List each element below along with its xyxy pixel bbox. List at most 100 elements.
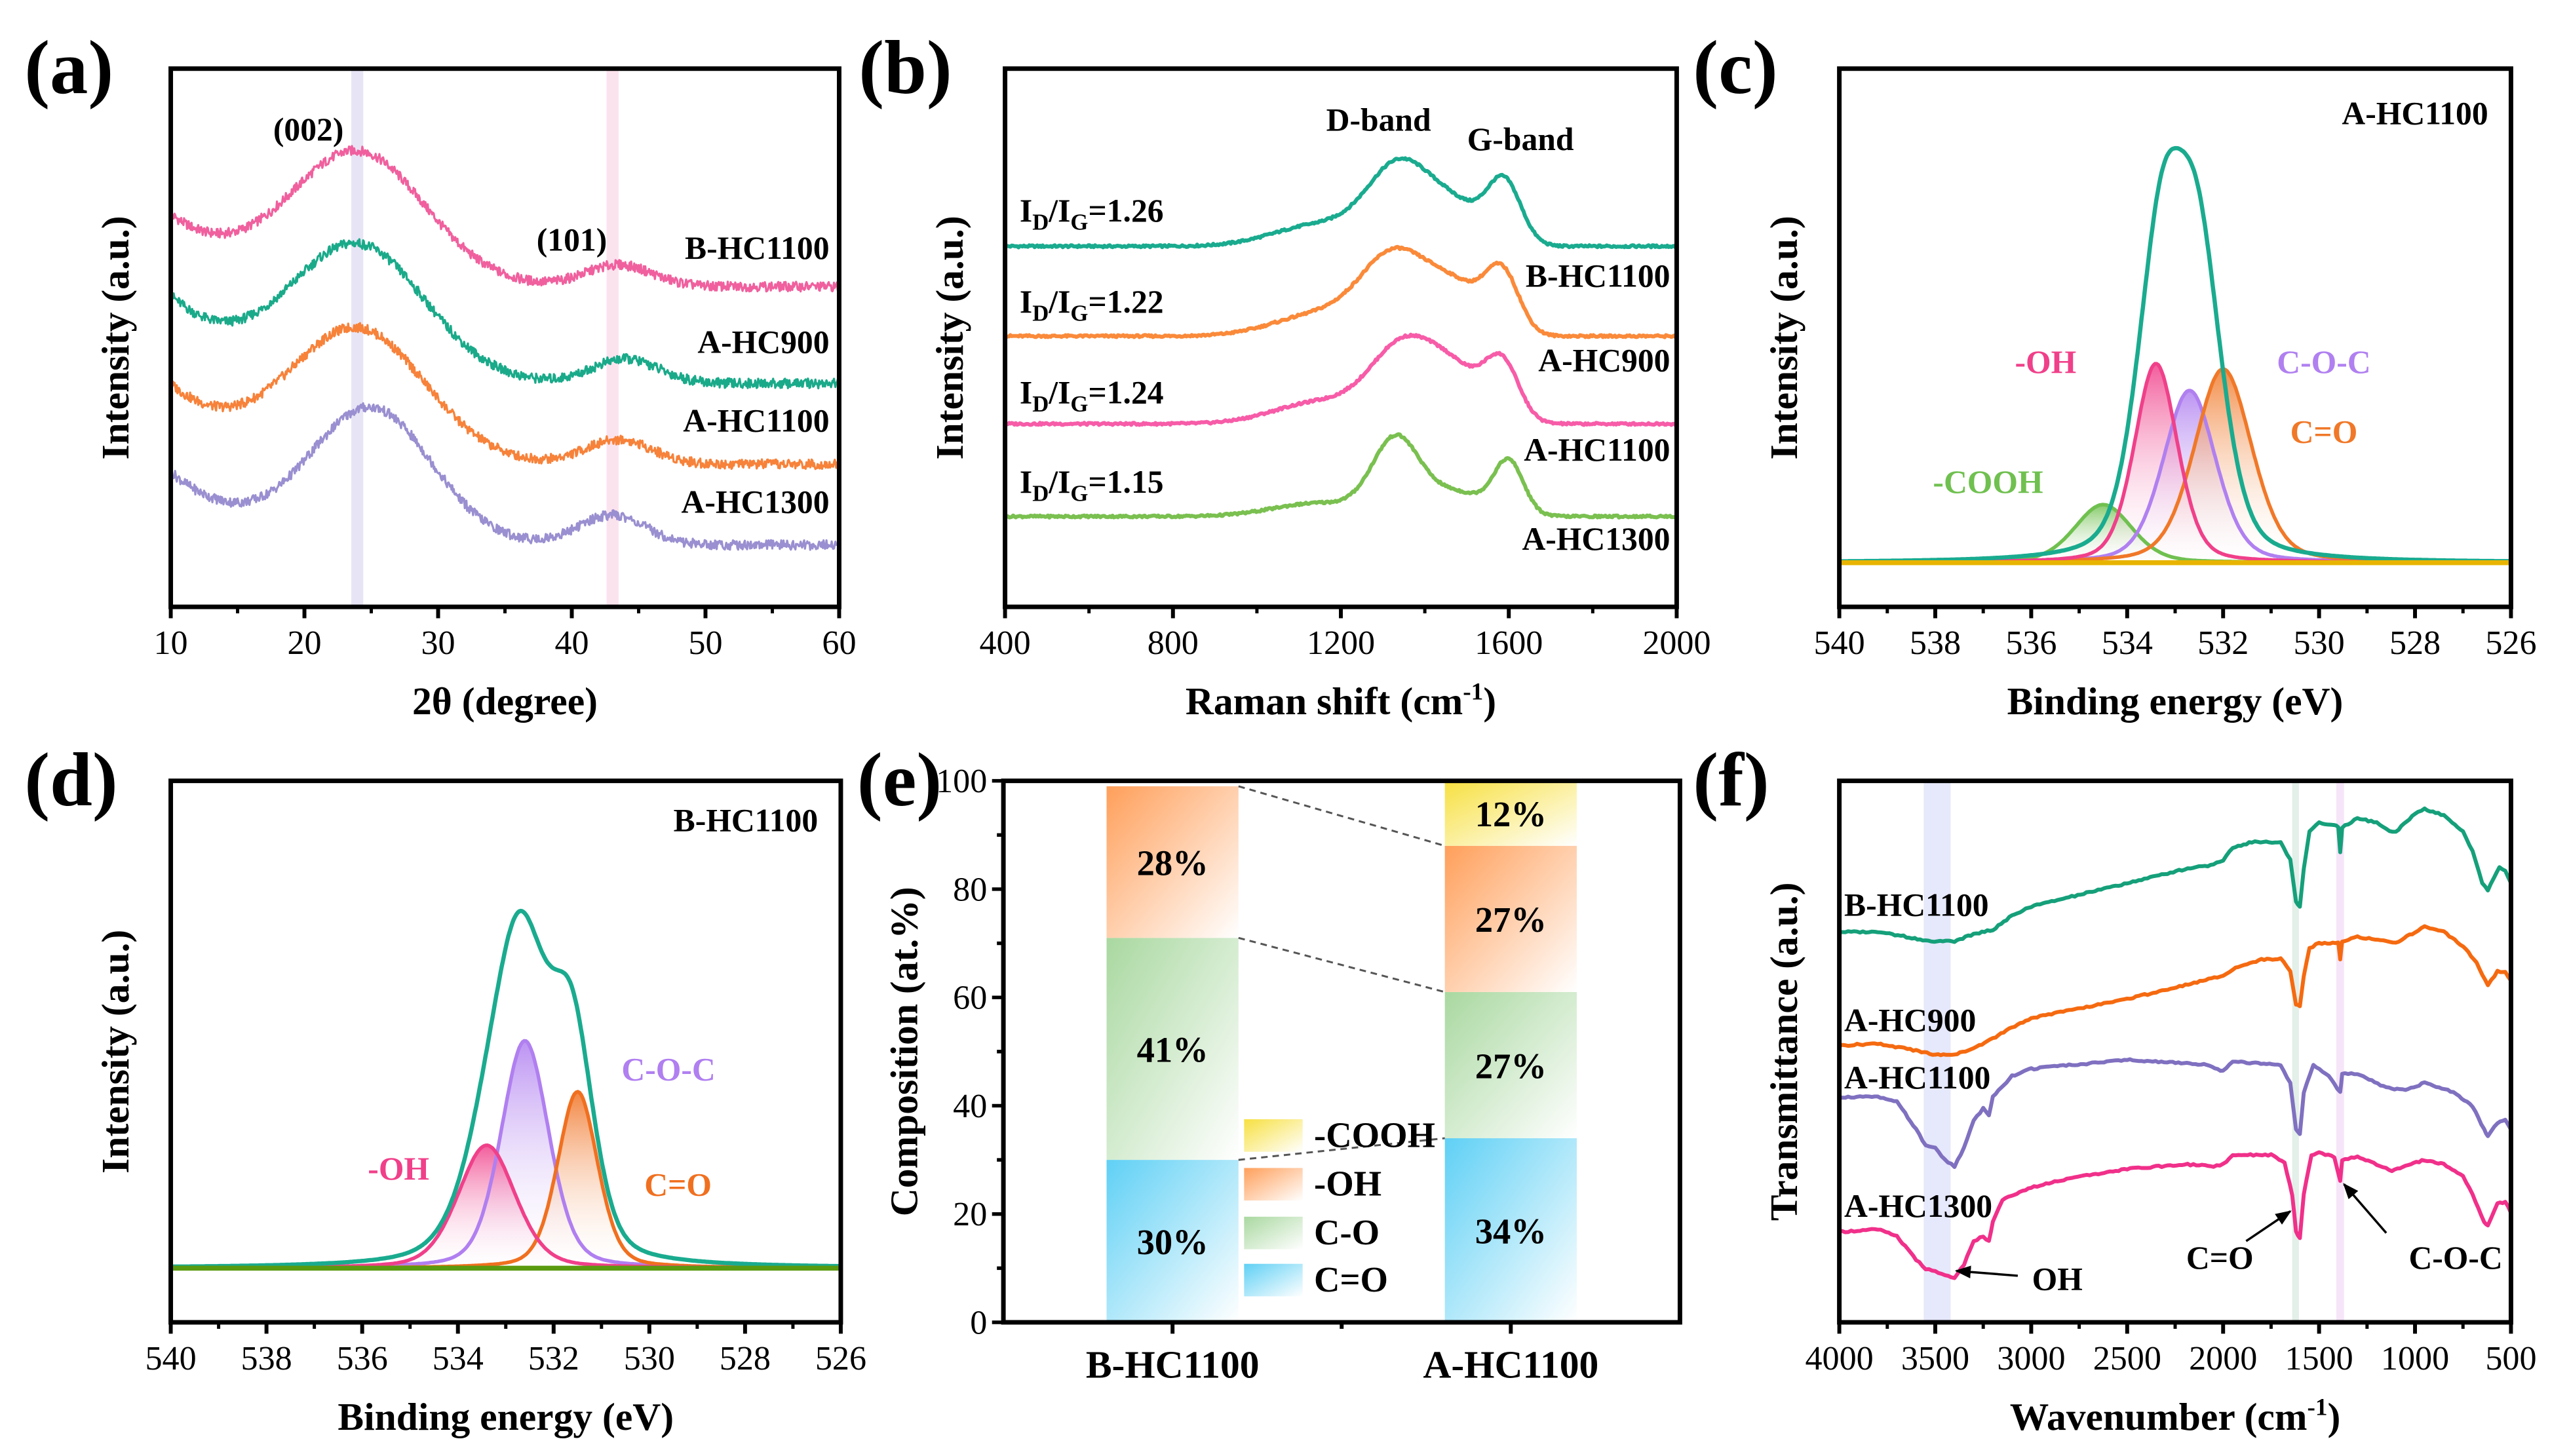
series-label: A-HC1100 [1524,432,1670,468]
annotation-g-band: G-band [1467,121,1574,157]
plot-area [170,68,840,607]
ratio-symbol: I [1058,375,1070,411]
highlight-band [351,68,364,607]
plot-area [170,908,841,1271]
x-axis-title-text: Raman shift (cm [1186,680,1463,723]
ratio-subscript: G [1070,300,1088,326]
x-tick-label: 536 [2005,624,2057,662]
ratio-subscript: D [1032,481,1049,507]
ratio-subscript: D [1032,210,1049,235]
series-line-b-hc1100 [1005,156,1677,250]
x-axis-title: Raman shift (cm-1) [1186,679,1496,723]
series-label: A-HC1300 [682,484,830,520]
x-tick-label: 532 [2197,624,2249,662]
x-tick-label: 528 [720,1340,771,1377]
series-label: A-HC900 [1538,342,1670,378]
x-tick-label: 1600 [1475,624,1543,662]
x-axis-title: Wavenumber (cm-1) [2010,1394,2341,1438]
x-tick-label: 1200 [1307,624,1375,662]
series-line-a-hc900 [1839,924,2511,1058]
x-tick-label: 800 [1148,624,1199,662]
component-label: -COOH [1933,464,2043,500]
legend-label: -OH [1314,1164,1381,1204]
series-line-a-hc1300 [1005,432,1677,520]
component-label: C-O-C [2277,344,2370,380]
legend-item: C=O [1244,1259,1388,1299]
x-tick-label: 540 [145,1340,196,1377]
bar-segment-co [1444,1138,1577,1322]
bar-value-label: 12% [1475,794,1547,834]
x-axis-title: Binding energy (eV) [2007,680,2344,723]
x-tick-label: 1000 [2381,1340,2449,1377]
bar-segment-co [1444,991,1577,1139]
x-tick-label: 3000 [1997,1340,2065,1377]
x-axis-title: Binding energy (eV) [338,1395,674,1438]
series-line-a-hc1100 [1005,332,1677,427]
legend-item: C-O [1244,1212,1380,1252]
series-label: A-HC1300 [1522,521,1670,557]
bar-segment-oh [1106,786,1239,938]
y-tick-label: 100 [936,763,987,800]
component-label: -OH [2015,344,2076,380]
x-tick-label: 10 [154,624,188,662]
annotation-c-o: C=O [2186,1240,2254,1276]
x-tick-label: 528 [2389,624,2441,662]
annotation-d-band: D-band [1326,102,1431,138]
annotation-002: (002) [273,111,343,147]
y-axis-title: Intensity (a.u.) [94,216,137,459]
series-label: A-HC1100 [1844,1060,1990,1096]
arrow-c-o-c [2343,1183,2387,1234]
plot-area [1005,156,1677,520]
bar-segment-cooh [1444,780,1577,846]
x-tick-label: 4000 [1805,1340,1873,1377]
ratio-slash: / [1048,464,1058,500]
y-tick-label: 0 [970,1304,987,1341]
ratio-symbol: I [1058,284,1070,320]
x-tick-label: 530 [624,1340,675,1377]
ratio-symbol: I [1058,193,1070,229]
panel-label: (f) [1693,738,1769,822]
series-line-a-hc900 [1005,244,1677,339]
panel-e: 30% 34% 41% 27% 28% 27% 12% -COOH -OH C-O C=O B-HC1… [857,738,1682,1386]
bar-segment-co [1106,938,1239,1160]
ratio-subscript: D [1032,391,1049,417]
bar-value-label: 30% [1137,1222,1208,1262]
annotation-oh: OH [2032,1261,2083,1297]
x-axis-title: 2θ (degree) [412,680,598,723]
ratio-symbol: I [1020,464,1032,500]
bar-value-label: 34% [1475,1211,1547,1251]
x-tick-label: 534 [433,1340,484,1377]
x-tick-label: 1500 [2285,1340,2353,1377]
y-tick-label: 80 [953,871,987,908]
id-ig-ratio-label: ID/IG=1.24 [1020,375,1164,417]
legend-label: C=O [1314,1259,1388,1299]
ratio-value: 1.15 [1107,464,1164,500]
component-label: C=O [644,1167,712,1203]
bar-value-label: 27% [1475,900,1547,940]
x-axis-title-superscript: -1 [1463,679,1483,706]
series-line-b-hc1100 [1839,806,2511,944]
legend-swatch [1244,1168,1303,1201]
series-label: A-HC1100 [683,402,829,438]
x-tick-label: 2500 [2093,1340,2161,1377]
connector-dashed-line [1238,1137,1445,1161]
y-axis-title: Intensity (a.u.) [1762,216,1806,459]
series-line-a-hc1100 [170,322,840,470]
x-tick-label: 20 [287,624,321,662]
series-label: A-HC1300 [1844,1188,1992,1224]
legend-swatch [1244,1263,1303,1297]
component-label: C=O [2290,414,2358,450]
x-tick-label: 2000 [1642,624,1710,662]
legend-item: -OH [1244,1164,1381,1204]
series-label: A-HC900 [697,324,829,360]
series-line-b-hc1100 [170,145,840,293]
x-tick-label: 526 [815,1340,866,1377]
category-label: B-HC1100 [1086,1343,1260,1386]
plot-area [1106,780,1577,1322]
envelope-line [1839,145,2511,564]
x-tick-label: 30 [421,624,455,662]
ratio-symbol: I [1020,193,1032,229]
ratio-symbol: I [1020,375,1032,411]
x-tick-label: 400 [979,624,1030,662]
x-tick-label: 530 [2294,624,2345,662]
